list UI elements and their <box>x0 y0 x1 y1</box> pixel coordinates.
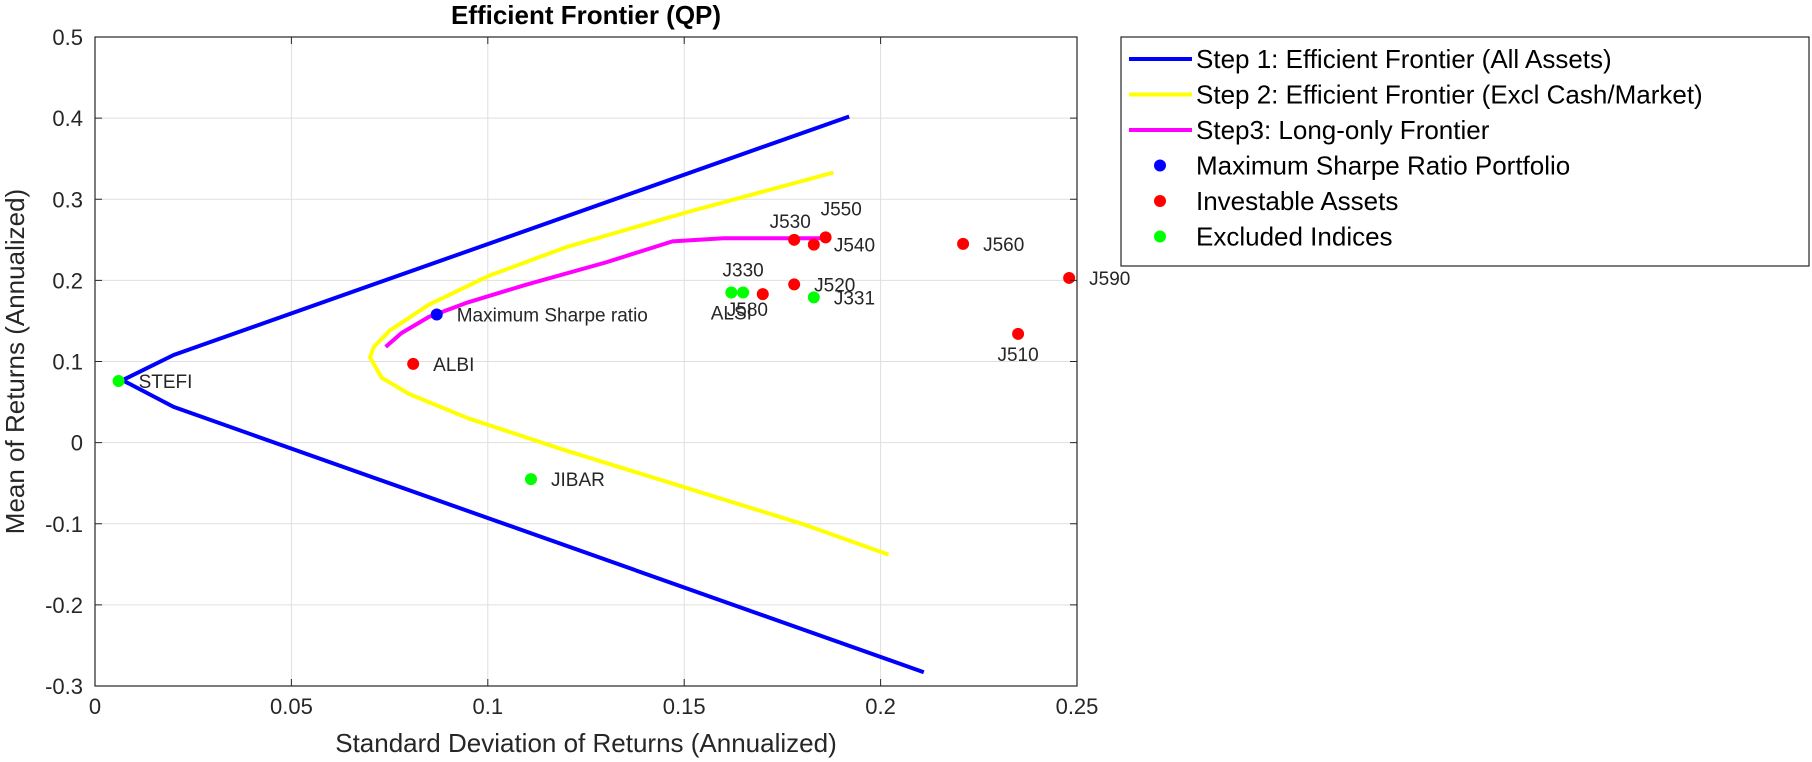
point-j520 <box>788 278 801 291</box>
point-label-j580: J580 <box>727 300 768 321</box>
point-label-j330: J330 <box>723 261 764 282</box>
x-axis-title: Standard Deviation of Returns (Annualize… <box>335 728 837 758</box>
y-tick-label: -0.3 <box>45 674 83 699</box>
point-j590 <box>1063 271 1076 284</box>
point-albi <box>407 357 420 370</box>
legend-label-step-2-efficient-frontier-excl-cash-market: Step 2: Efficient Frontier (Excl Cash/Ma… <box>1196 80 1703 110</box>
legend-box <box>1120 36 1810 267</box>
point-label-j331: J331 <box>834 288 875 309</box>
x-tick-label: 0.15 <box>663 694 706 719</box>
point-maximum-sharpe-ratio <box>430 308 443 321</box>
point-j550 <box>819 231 832 244</box>
y-tick-label: 0 <box>71 431 83 456</box>
point-label-alsi: ALSI <box>711 304 752 325</box>
point-label-j540: J540 <box>834 236 875 257</box>
y-axis-title: Mean of Returns (Annualized) <box>0 189 30 534</box>
point-j540 <box>807 238 820 251</box>
x-tick-label: 0 <box>89 694 101 719</box>
legend: Step 1: Efficient Frontier (All Assets) S… <box>1120 36 1810 267</box>
point-j330 <box>737 286 750 299</box>
legend-label-step3-long-only-frontier: Step3: Long-only Frontier <box>1196 115 1490 145</box>
y-tick-label: 0.5 <box>52 25 83 50</box>
point-label-albi: ALBI <box>433 355 474 376</box>
x-tick-label: 0.2 <box>865 694 896 719</box>
point-label-stefi: STEFI <box>139 372 193 393</box>
point-label-j550: J550 <box>821 199 862 220</box>
point-label-j560: J560 <box>983 235 1024 256</box>
legend-label-step-1-efficient-frontier-all-assets: Step 1: Efficient Frontier (All Assets) <box>1196 44 1612 74</box>
y-tick-label: 0.2 <box>52 268 83 293</box>
legend-label-maximum-sharpe-ratio-portfolio: Maximum Sharpe Ratio Portfolio <box>1196 151 1570 181</box>
step3-long-only-frontier-line <box>384 236 830 349</box>
legend-swatch-excluded-indices <box>1154 230 1166 243</box>
y-tick-label: -0.1 <box>45 512 83 537</box>
point-label-j520: J520 <box>814 275 855 296</box>
point-j580 <box>756 288 769 301</box>
chart-title: Efficient Frontier (QP) <box>451 0 721 30</box>
x-tick-label: 0.1 <box>473 694 504 719</box>
y-tick-label: 0.3 <box>52 187 83 212</box>
step-2-efficient-frontier-excl-cash-market-line <box>368 170 890 557</box>
legend-swatch-maximum-sharpe-ratio-portfolio <box>1154 159 1166 172</box>
point-alsi <box>725 286 738 299</box>
x-tick-label: 0.05 <box>270 694 313 719</box>
legend-label-investable-assets: Investable Assets <box>1196 186 1398 216</box>
legend-label-excluded-indices: Excluded Indices <box>1196 222 1393 252</box>
point-j560 <box>957 237 970 250</box>
legend-swatch-investable-assets <box>1154 195 1166 207</box>
point-j331 <box>807 291 820 304</box>
point-label-j510: J510 <box>997 345 1038 366</box>
y-tick-label: -0.2 <box>45 593 83 618</box>
point-label-j590: J590 <box>1089 269 1130 290</box>
point-j530 <box>788 233 801 246</box>
point-stefi <box>112 374 125 387</box>
point-label-jibar: JIBAR <box>551 470 605 491</box>
point-j510 <box>1012 327 1025 340</box>
x-tick-label: 0.25 <box>1056 694 1099 719</box>
point-label-maximum-sharpe-ratio: Maximum Sharpe ratio <box>457 305 648 326</box>
y-tick-label: 0.1 <box>52 350 83 375</box>
series-layer: Maximum Sharpe ratio ALBI J530 J550 J540 J560… <box>112 114 1130 675</box>
tick-labels: 0 0.05 0.1 0.15 0.2 0.25 -0.3 -0.2 -0.1 0 0.1 0.2 0.… <box>45 25 1098 719</box>
point-label-j530: J530 <box>770 212 811 233</box>
point-jibar <box>525 473 538 486</box>
y-tick-label: 0.4 <box>52 106 83 131</box>
